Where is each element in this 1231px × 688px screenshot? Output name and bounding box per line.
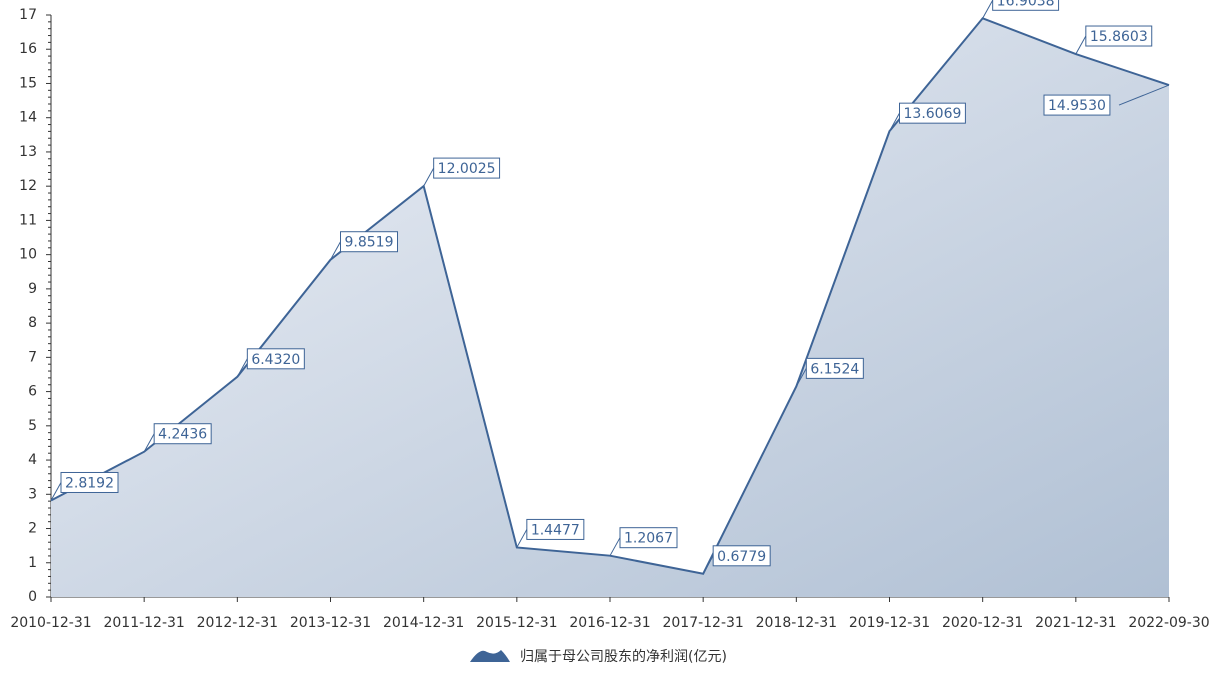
label-leader [982,0,994,19]
label-leader [50,482,62,501]
value-label: 12.0025 [433,157,501,179]
y-tick-label: 3 [28,486,37,502]
value-label-text: 0.6779 [717,549,766,565]
y-tick-label: 15 [19,75,37,91]
value-label: 1.4477 [526,518,585,540]
label-box [712,545,771,567]
value-label: 4.2436 [153,423,212,445]
y-tick-label: 8 [28,315,37,331]
label-leader [1118,84,1170,106]
value-label: 6.1524 [805,357,864,379]
label-box [433,157,501,179]
y-tick-label: 16 [19,41,37,57]
y-tick-label: 1 [28,555,37,571]
value-label-text: 15.8603 [1090,29,1148,45]
value-label-text: 6.4320 [251,352,300,368]
label-box [340,231,398,253]
value-label-text: 16.9038 [997,0,1055,9]
area [51,18,1169,597]
value-label-text: 1.4477 [531,522,580,538]
x-tick-label: 2011-12-31 [103,615,184,631]
y-tick-label: 12 [19,178,37,194]
x-tick-label: 2016-12-31 [569,615,650,631]
label-box [60,471,119,493]
label-leader [236,358,248,378]
x-tick-label: 2022-09-30 [1128,615,1209,631]
label-leader [516,529,528,548]
x-tick-label: 2018-12-31 [756,615,837,631]
y-tick-label: 7 [28,349,37,365]
legend: 归属于母公司股东的净利润(亿元) [470,648,727,665]
value-label-text: 13.6069 [904,106,962,122]
x-tick-label: 2012-12-31 [197,615,278,631]
x-tick-label: 2019-12-31 [849,615,930,631]
value-label: 2.8192 [60,471,119,493]
y-tick-label: 14 [19,110,37,126]
value-label: 1.2067 [619,527,678,549]
y-tick-label: 11 [19,212,37,228]
x-tick-label: 2021-12-31 [1035,615,1116,631]
x-tick-label: 2010-12-31 [10,615,91,631]
label-leader [889,112,900,132]
x-tick-label: 2020-12-31 [942,615,1023,631]
y-tick-label: 2 [28,521,37,537]
value-label: 6.4320 [246,348,305,370]
y-tick-label: 17 [19,7,37,23]
label-box [1043,94,1111,116]
legend-label: 归属于母公司股东的净利润(亿元) [520,648,727,665]
value-label-text: 1.2067 [624,531,673,547]
value-label: 14.9530 [1043,94,1111,116]
label-leader [1075,35,1087,55]
y-tick-label: 10 [19,247,37,263]
x-tick-label: 2014-12-31 [383,615,464,631]
value-label: 0.6779 [712,545,771,567]
x-tick-label: 2017-12-31 [662,615,743,631]
value-label-text: 2.8192 [65,475,114,491]
label-box [246,348,305,370]
y-tick-label: 5 [28,418,37,434]
label-leader [330,241,341,260]
value-label-text: 14.9530 [1048,98,1106,114]
legend-icon [470,650,510,662]
label-box [992,0,1060,11]
y-tick-label: 4 [28,452,37,468]
label-leader [609,537,621,556]
y-tick-label: 9 [28,281,37,297]
value-label: 16.9038 [992,0,1060,11]
label-leader [702,555,714,575]
label-box [153,423,212,445]
label-box [899,102,966,124]
value-label-text: 9.8519 [345,235,394,251]
label-box [619,527,678,549]
y-tick-label: 6 [28,384,37,400]
y-tick-label: 0 [28,589,37,605]
label-box [526,518,585,540]
value-label-text: 6.1524 [810,361,859,377]
value-label-text: 12.0025 [438,161,496,177]
label-leader [795,368,807,387]
label-leader [143,433,155,452]
value-label: 9.8519 [340,231,398,253]
x-tick-label: 2013-12-31 [290,615,371,631]
label-leader [423,167,435,187]
label-box [1085,25,1153,47]
value-label-text: 4.2436 [158,427,207,443]
value-label: 15.8603 [1085,25,1153,47]
label-box [805,357,864,379]
y-tick-label: 13 [19,144,37,160]
x-tick-label: 2015-12-31 [476,615,557,631]
value-label: 13.6069 [899,102,966,124]
